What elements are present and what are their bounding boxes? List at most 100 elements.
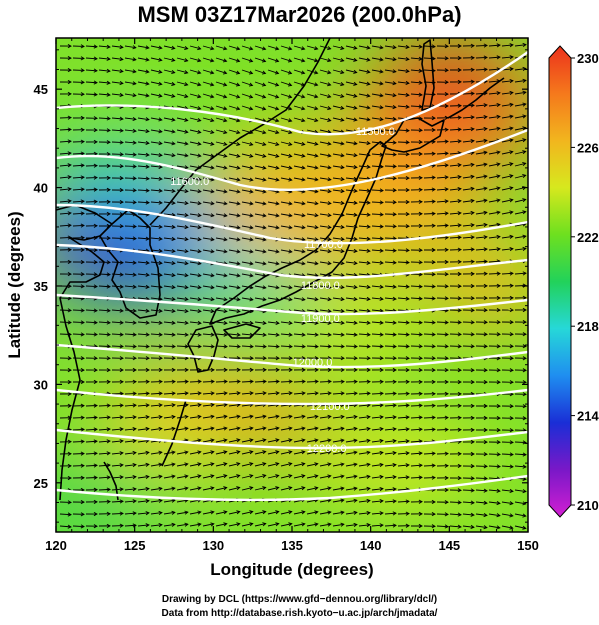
wind-arrow-6 [137,45,150,50]
wind-arrow-664 [267,261,280,266]
wind-arrow-1275 [254,462,267,467]
wind-arrow-134 [397,80,410,86]
wind-arrow-952 [267,356,280,361]
wind-arrow-694 [189,273,202,278]
wind-arrow-537 [488,210,501,215]
wind-arrow-159 [254,93,267,99]
wind-arrow-789 [488,295,501,301]
wind-arrow-573 [488,222,501,227]
wind-arrow-149 [124,93,137,98]
wind-arrow-1209 [332,438,345,443]
wind-arrow-1273 [228,462,241,467]
wind-arrow-613 [72,247,85,252]
wind-arrow-1397 [436,500,449,505]
wind-arrow-1389 [332,498,345,503]
wind-arrow-314 [397,140,410,145]
wind-arrow-1447 [150,522,163,528]
wind-arrow-943 [150,356,163,361]
wind-arrow-248 [475,115,488,120]
wind-arrow-1443 [98,523,111,528]
wind-arrow-678 [449,259,462,264]
wind-arrow-403 [150,176,163,181]
wind-arrow-996 [371,367,384,373]
wind-arrow-1067 [358,391,371,396]
wind-arrow-1136 [319,414,332,419]
wind-arrow-239 [358,117,371,122]
wind-arrow-78 [137,69,150,74]
wind-arrow-1009 [72,379,85,385]
wind-arrow-1400 [475,500,488,505]
wind-arrow-1118 [85,415,98,420]
wind-arrow-414 [293,177,306,182]
wind-arrow-829 [72,320,85,325]
wind-arrow-724 [111,284,124,289]
wind-arrow-8 [163,45,176,50]
wind-arrow-764 [163,296,176,302]
wind-arrow-495 [410,199,423,204]
wind-arrow-1320 [371,474,384,479]
wind-arrow-1415 [202,510,215,515]
wind-arrow-1324 [423,475,436,480]
wind-arrow-1325 [436,475,449,480]
wind-arrow-154 [189,93,202,99]
temperature-field [56,40,528,532]
wind-arrow-804 [215,309,228,314]
wind-arrow-268 [267,129,280,135]
wind-arrow-656 [163,260,176,266]
wind-arrow-58 [345,57,358,62]
wind-arrow-153 [176,93,189,99]
wind-arrow-1259 [514,452,527,457]
wind-arrow-642 [449,247,462,252]
contour-label: 12000.0 [293,357,333,369]
wind-arrow-619 [150,248,163,253]
wind-arrow-1466 [397,523,410,528]
wind-arrow-265 [228,129,241,135]
wind-arrow-1160 [163,426,176,431]
wind-arrow-1448 [163,522,176,527]
wind-arrow-1112 [475,403,488,409]
wind-arrow-1252 [423,451,436,456]
wind-arrow-1033 [384,379,397,384]
wind-arrow-399 [98,175,111,180]
wind-arrow-89 [280,69,293,75]
wind-arrow-1041 [488,380,501,385]
wind-arrow-1059 [254,391,267,396]
wind-arrow-103 [462,67,475,72]
wind-arrow-1472 [475,525,488,530]
wind-arrow-890 [397,332,410,337]
wind-arrow-1239 [254,450,267,455]
wind-arrow-1249 [384,450,397,456]
wind-arrow-200 [319,105,332,111]
wind-arrow-165 [332,93,345,99]
wind-arrow-1352 [319,486,332,491]
wind-arrow-507 [98,211,111,216]
wind-arrow-1391 [358,498,371,503]
wind-arrow-601 [384,236,397,241]
wind-arrow-1156 [111,427,124,432]
wind-arrow-157 [228,93,241,99]
wind-arrow-85 [228,69,241,75]
wind-arrow-1457 [280,522,293,527]
wind-arrow-1020 [215,379,228,384]
coastlines [56,38,505,501]
wind-arrow-350 [397,152,410,157]
wind-arrow-853 [384,320,397,325]
wind-arrow-131 [358,81,371,86]
wind-arrow-1276 [267,462,280,467]
wind-arrow-217 [72,115,85,121]
wind-arrow-1420 [267,510,280,515]
wind-arrow-918 [293,344,306,349]
wind-arrow-1295 [514,464,527,469]
wind-arrow-932 [475,344,488,349]
wind-arrow-1258 [501,452,514,457]
wind-arrow-365 [124,164,137,169]
wind-arrow-1279 [306,462,319,467]
wind-arrow-360 [59,163,72,168]
wind-arrow-37 [72,56,85,61]
wind-arrow-931 [462,344,475,349]
wind-arrow-945 [176,356,189,361]
wind-arrow-394 [501,162,514,167]
wind-arrow-914 [241,344,254,349]
wind-arrow-436 [111,188,124,193]
wind-arrow-468 [59,199,72,204]
